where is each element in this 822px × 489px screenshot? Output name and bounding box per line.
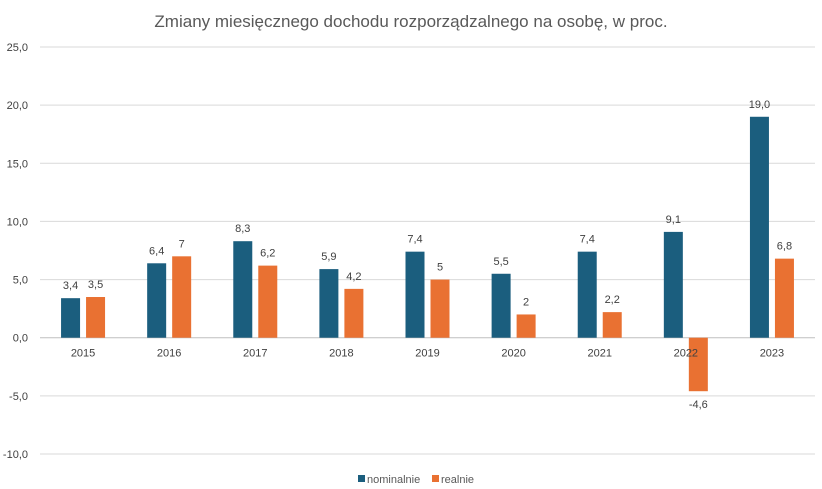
x-tick-label: 2021 bbox=[587, 348, 611, 360]
data-label-nominalnie-2022: 9,1 bbox=[666, 214, 681, 226]
x-tick-label: 2022 bbox=[674, 348, 698, 360]
bar-nominalnie-2017 bbox=[233, 241, 253, 338]
bar-realnie-2016 bbox=[172, 256, 192, 338]
y-tick-label: 20,0 bbox=[7, 100, 28, 112]
y-tick-label: 5,0 bbox=[13, 275, 28, 287]
bar-nominalnie-2016 bbox=[147, 263, 167, 338]
data-label-realnie-2015: 3,5 bbox=[88, 279, 103, 291]
legend-swatch-nominalnie bbox=[358, 475, 365, 482]
data-label-nominalnie-2019: 7,4 bbox=[407, 234, 422, 246]
bar-realnie-2018 bbox=[344, 288, 364, 338]
bar-nominalnie-2020 bbox=[491, 273, 511, 338]
data-label-realnie-2016: 7 bbox=[179, 238, 185, 250]
data-label-realnie-2020: 2 bbox=[523, 296, 529, 308]
data-label-realnie-2017: 6,2 bbox=[260, 248, 275, 260]
x-tick-label: 2023 bbox=[760, 348, 784, 360]
legend: nominalnie realnie bbox=[358, 474, 474, 486]
bar-realnie-2015 bbox=[86, 297, 106, 338]
y-tick-label: -10,0 bbox=[3, 449, 28, 461]
bar-nominalnie-2015 bbox=[61, 298, 81, 338]
x-tick-label: 2019 bbox=[415, 348, 439, 360]
y-tick-label: 25,0 bbox=[7, 42, 28, 54]
data-label-realnie-2022: -4,6 bbox=[689, 399, 708, 411]
data-label-nominalnie-2023: 19,0 bbox=[749, 99, 770, 111]
x-tick-label: 2018 bbox=[329, 348, 353, 360]
data-label-nominalnie-2016: 6,4 bbox=[149, 245, 164, 257]
y-tick-label: 0,0 bbox=[13, 333, 28, 345]
legend-label-realnie: realnie bbox=[441, 474, 474, 486]
bar-nominalnie-2022 bbox=[663, 231, 683, 338]
bar-realnie-2023 bbox=[774, 258, 794, 338]
bar-realnie-2019 bbox=[430, 279, 450, 338]
bar-nominalnie-2018 bbox=[319, 269, 339, 338]
chart-title: Zmiany miesięcznego dochodu rozporządzal… bbox=[154, 12, 667, 31]
bar-realnie-2022 bbox=[688, 337, 708, 392]
data-label-realnie-2018: 4,2 bbox=[346, 271, 361, 283]
x-tick-label: 2015 bbox=[71, 348, 95, 360]
x-tick-label: 2020 bbox=[501, 348, 525, 360]
bar-realnie-2021 bbox=[602, 312, 622, 338]
data-label-nominalnie-2021: 7,4 bbox=[580, 234, 595, 246]
data-label-nominalnie-2018: 5,9 bbox=[321, 251, 336, 263]
data-label-realnie-2021: 2,2 bbox=[605, 294, 620, 306]
legend-label-nominalnie: nominalnie bbox=[367, 474, 420, 486]
legend-swatch-realnie bbox=[432, 475, 439, 482]
x-tick-label: 2017 bbox=[243, 348, 267, 360]
data-label-realnie-2023: 6,8 bbox=[777, 241, 792, 253]
bar-nominalnie-2021 bbox=[577, 251, 597, 338]
y-tick-label: 10,0 bbox=[7, 216, 28, 228]
x-tick-label: 2016 bbox=[157, 348, 181, 360]
data-label-nominalnie-2015: 3,4 bbox=[63, 280, 78, 292]
data-label-nominalnie-2017: 8,3 bbox=[235, 223, 250, 235]
y-tick-label: -5,0 bbox=[9, 391, 28, 403]
y-tick-label: 15,0 bbox=[7, 158, 28, 170]
bar-realnie-2017 bbox=[258, 265, 278, 338]
bar-nominalnie-2023 bbox=[749, 116, 769, 338]
bar-realnie-2020 bbox=[516, 314, 536, 338]
data-label-realnie-2019: 5 bbox=[437, 262, 443, 274]
bar-nominalnie-2019 bbox=[405, 251, 425, 338]
data-label-nominalnie-2020: 5,5 bbox=[493, 256, 508, 268]
